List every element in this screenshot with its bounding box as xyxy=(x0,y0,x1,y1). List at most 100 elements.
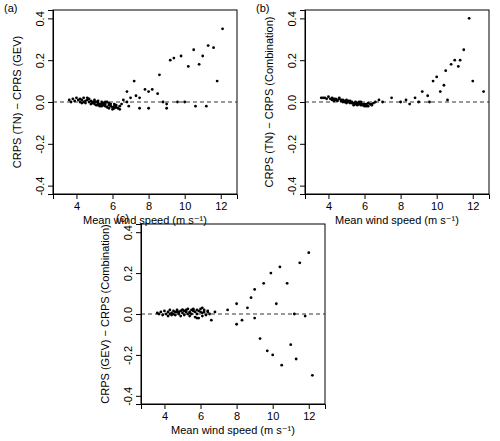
y-axis-line xyxy=(300,11,306,195)
y-tick-mark xyxy=(48,60,53,61)
point xyxy=(161,314,164,317)
point xyxy=(174,311,177,314)
x-tick-label: 8 xyxy=(234,410,240,422)
panel: 4681012-0.4-0.20.00.20.4Mean wind speed … xyxy=(263,10,490,226)
point xyxy=(181,309,184,312)
y-tick: -0.4 xyxy=(122,387,141,406)
point xyxy=(304,315,307,318)
point xyxy=(216,80,219,83)
y-axis: -0.4-0.20.00.20.4 xyxy=(34,11,54,196)
point xyxy=(174,314,177,317)
x-tick-label: 4 xyxy=(74,200,80,212)
y-axis: -0.4-0.20.00.20.4 xyxy=(122,225,142,406)
x-tick-mark xyxy=(365,194,366,199)
x-tick: 12 xyxy=(215,194,227,212)
y-tick: 0.0 xyxy=(34,95,53,110)
y-tick: -0.4 xyxy=(286,177,305,196)
x-tick-mark xyxy=(164,404,165,409)
point xyxy=(188,312,191,315)
point xyxy=(286,282,289,285)
x-tick-mark xyxy=(149,194,150,199)
point xyxy=(185,310,188,313)
point xyxy=(133,80,136,83)
y-tick: 0.4 xyxy=(286,11,305,26)
point xyxy=(334,97,337,100)
point xyxy=(462,48,465,51)
panel-label: (b) xyxy=(256,2,269,14)
point xyxy=(201,55,204,58)
x-tick: 4 xyxy=(74,194,80,212)
point xyxy=(118,108,121,111)
point xyxy=(378,99,381,102)
x-tick: 8 xyxy=(146,194,152,212)
point xyxy=(414,96,417,99)
plot-area xyxy=(53,27,237,110)
point xyxy=(181,309,184,312)
x-axis: 4 6 8 10 12 xyxy=(54,194,238,212)
plot-area xyxy=(141,251,325,377)
x-tick: 8 xyxy=(234,404,240,422)
point xyxy=(129,96,132,99)
point xyxy=(356,104,359,107)
x-axis: 4681012 xyxy=(142,404,326,422)
point xyxy=(408,103,411,106)
point xyxy=(439,90,442,93)
panel-label: (c) xyxy=(116,212,129,224)
point xyxy=(147,107,150,110)
figure: 4681012-0.4-0.20.00.20.4Mean wind speed … xyxy=(0,0,500,441)
point xyxy=(170,314,173,317)
y-tick-label: 0.0 xyxy=(122,307,134,322)
x-tick: 4 xyxy=(326,194,332,212)
point xyxy=(374,101,377,104)
point xyxy=(138,107,141,110)
x-tick: 6 xyxy=(362,194,368,212)
x-tick-mark xyxy=(113,194,114,199)
x-tick: 6 xyxy=(198,404,204,422)
y-tick-mark xyxy=(300,60,305,61)
y-tick: 0.2 xyxy=(286,53,305,68)
x-tick-label: 4 xyxy=(162,410,168,422)
point xyxy=(158,313,161,316)
x-tick-mark xyxy=(401,194,402,199)
plot-frame xyxy=(141,224,325,404)
y-tick-mark xyxy=(48,186,53,187)
point xyxy=(262,282,265,285)
reference-line xyxy=(53,102,237,103)
point xyxy=(156,92,159,95)
point xyxy=(426,94,429,97)
point xyxy=(280,364,283,367)
x-tick: 10 xyxy=(431,194,443,212)
x-tick-label: 6 xyxy=(110,200,116,212)
x-tick: 4 xyxy=(162,404,168,422)
plot-frame xyxy=(305,10,489,194)
y-axis-title: CRPS (TN) − CPRS (GEV) xyxy=(11,36,23,168)
y-tick: -0.2 xyxy=(122,346,141,365)
y-tick-mark xyxy=(136,232,141,233)
y-tick-mark xyxy=(300,186,305,187)
point xyxy=(138,96,141,99)
point xyxy=(168,309,171,312)
point xyxy=(207,44,210,47)
x-tick: 10 xyxy=(179,194,191,212)
point xyxy=(183,101,186,104)
point xyxy=(144,88,147,91)
point xyxy=(421,90,424,93)
point xyxy=(214,311,217,314)
x-axis-line xyxy=(142,405,326,410)
point xyxy=(250,296,253,299)
y-tick-mark xyxy=(48,102,53,103)
y-tick-mark xyxy=(300,102,305,103)
plot-area xyxy=(305,17,489,108)
x-axis-line xyxy=(54,195,238,200)
point xyxy=(269,272,272,275)
y-tick-label: -0.4 xyxy=(34,177,46,196)
y-tick-mark xyxy=(300,144,305,145)
x-tick-mark xyxy=(473,194,474,199)
point xyxy=(205,105,208,108)
x-axis: 4681012 xyxy=(306,194,490,212)
point xyxy=(100,105,103,108)
x-tick-mark xyxy=(309,404,310,409)
y-axis-title: CRPS (TN) − CRPS (Combination) xyxy=(263,17,275,188)
point xyxy=(279,266,282,269)
point xyxy=(122,99,125,102)
